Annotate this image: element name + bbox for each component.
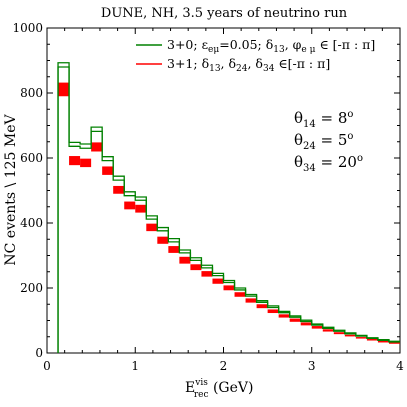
red-band-bin bbox=[102, 166, 114, 175]
red-band-bin bbox=[278, 314, 290, 318]
y-tick-label: 1000 bbox=[12, 21, 43, 35]
red-band-bin bbox=[289, 318, 301, 322]
red-band-bin bbox=[113, 185, 125, 194]
red-band-bin bbox=[300, 322, 312, 326]
y-tick-label: 800 bbox=[20, 86, 43, 100]
red-band-bin bbox=[311, 326, 323, 329]
red-band-bin bbox=[179, 256, 191, 264]
green-envelope-upper bbox=[57, 62, 400, 353]
red-band-bin bbox=[333, 332, 345, 335]
annotation-theta14: θ14 = 8o bbox=[294, 109, 353, 130]
red-band-bin bbox=[91, 142, 103, 152]
red-band-bin bbox=[322, 329, 334, 332]
red-band-bin bbox=[234, 292, 246, 297]
red-band-bin bbox=[366, 339, 378, 341]
red-band-bin bbox=[157, 236, 169, 244]
x-axis-label: Evis rec (GeV) bbox=[185, 378, 253, 400]
red-band-bin bbox=[124, 201, 136, 210]
annotation-theta24: θ24 = 5o bbox=[294, 131, 353, 152]
annotation-theta34: θ34 = 20o bbox=[294, 153, 363, 174]
legend: 3+0; εeμ=0.05; δ13, φe μ ∈ [-π : π] 3+1;… bbox=[136, 37, 375, 74]
plot-frame bbox=[46, 27, 401, 354]
legend-label-3plus1: 3+1; δ13, δ24, δ34 ∈[-π : π] bbox=[167, 56, 330, 74]
y-tick-label: 600 bbox=[20, 151, 43, 165]
y-tick-label: 0 bbox=[35, 346, 43, 360]
series-3plus1-band bbox=[58, 82, 400, 344]
red-band-bin bbox=[245, 298, 257, 303]
chart-title: DUNE, NH, 3.5 years of neutrino run bbox=[101, 6, 348, 21]
mixing-angle-annotations: θ14 = 8o θ24 = 5o θ34 = 20o bbox=[294, 109, 363, 174]
x-tick-label: 2 bbox=[220, 359, 228, 373]
y-tick-label: 200 bbox=[20, 281, 43, 295]
red-band-bin bbox=[168, 246, 180, 253]
red-band-bin bbox=[201, 271, 213, 277]
x-tick-label: 4 bbox=[396, 359, 404, 373]
red-band-bin bbox=[388, 342, 400, 344]
red-band-bin bbox=[223, 285, 235, 291]
y-tick-label: 400 bbox=[20, 216, 43, 230]
red-band-bin bbox=[146, 223, 158, 232]
y-axis-label: NC events \ 125 MeV bbox=[3, 113, 19, 265]
red-band-bin bbox=[80, 158, 92, 168]
red-band-bin bbox=[190, 264, 202, 271]
red-band-bin bbox=[69, 156, 81, 166]
x-tick-label: 1 bbox=[131, 359, 139, 373]
axis-ticks: 0 1 2 3 4 0 200 400 600 800 1000 bbox=[12, 21, 404, 373]
red-band-bin bbox=[344, 334, 356, 337]
red-band-bin bbox=[212, 278, 224, 284]
red-band-bin bbox=[377, 340, 389, 343]
legend-label-3plus0: 3+0; εeμ=0.05; δ13, φe μ ∈ [-π : π] bbox=[167, 37, 375, 55]
series-3plus0-envelope bbox=[57, 62, 400, 353]
red-band-bin bbox=[355, 337, 367, 339]
x-tick-label: 3 bbox=[308, 359, 316, 373]
red-band-bin bbox=[256, 304, 268, 309]
red-band-bin bbox=[267, 309, 279, 314]
red-band-bin bbox=[135, 204, 147, 213]
red-band-bin bbox=[58, 82, 70, 97]
green-envelope-lower bbox=[57, 66, 400, 353]
x-tick-label: 0 bbox=[43, 359, 51, 373]
